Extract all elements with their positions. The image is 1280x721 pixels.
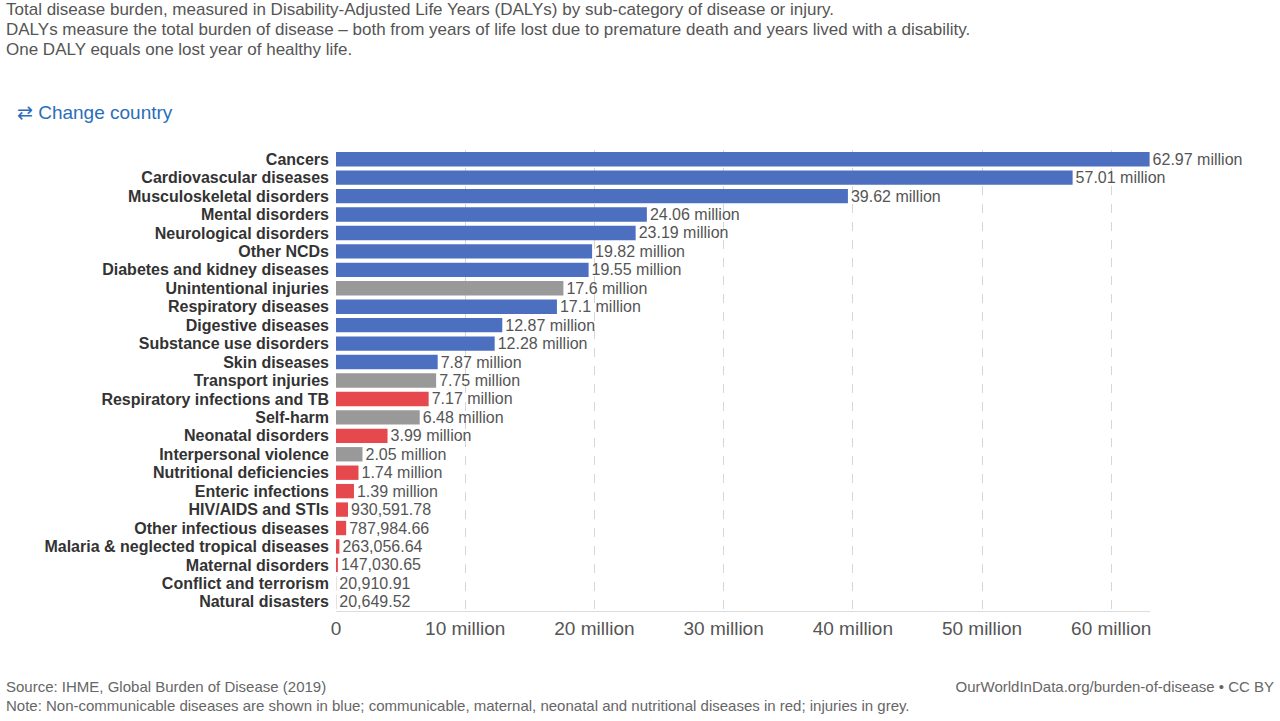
svg-text:Musculoskeletal disorders: Musculoskeletal disorders [128, 188, 329, 205]
svg-text:19.55 million: 19.55 million [592, 261, 682, 278]
html-text:One DALY equals one lost year: One DALY equals one lost year of healthy… [6, 40, 353, 59]
svg-text:30 million: 30 million [683, 618, 763, 639]
svg-text:HIV/AIDS and STIs: HIV/AIDS and STIs [189, 501, 330, 518]
svg-text:Maternal disorders: Maternal disorders [186, 557, 329, 574]
svg-text:10 million: 10 million [425, 618, 505, 639]
svg-text:Self-harm: Self-harm [255, 409, 329, 426]
svg-text:147,030.65: 147,030.65 [341, 556, 421, 573]
svg-text:24.06 million: 24.06 million [650, 206, 740, 223]
svg-text:50 million: 50 million [942, 618, 1022, 639]
svg-text:0: 0 [331, 618, 342, 639]
svg-text:263,056.64: 263,056.64 [342, 538, 422, 555]
svg-text:Nutritional deficiencies: Nutritional deficiencies [153, 464, 329, 481]
svg-text:17.6 million: 17.6 million [566, 280, 647, 297]
svg-text:Substance use disorders: Substance use disorders [139, 335, 329, 352]
svg-text:Unintentional injuries: Unintentional injuries [165, 280, 329, 297]
svg-text:Neurological disorders: Neurological disorders [155, 225, 329, 242]
svg-text:12.87 million: 12.87 million [505, 317, 595, 334]
svg-text:Natural disasters: Natural disasters [199, 593, 329, 610]
svg-text:7.17 million: 7.17 million [432, 390, 513, 407]
html-text:OurWorldInData.org/burden-of-d: OurWorldInData.org/burden-of-disease • C… [955, 678, 1274, 695]
html-text:DALYs measure the total burden: DALYs measure the total burden of diseas… [6, 20, 971, 39]
svg-text:7.75 million: 7.75 million [439, 372, 520, 389]
svg-text:12.28 million: 12.28 million [498, 335, 588, 352]
svg-text:Interpersonal violence: Interpersonal violence [159, 446, 329, 463]
svg-text:Other infectious diseases: Other infectious diseases [134, 520, 329, 537]
svg-text:62.97 million: 62.97 million [1153, 151, 1243, 168]
svg-text:6.48 million: 6.48 million [423, 409, 504, 426]
svg-text:Other NCDs: Other NCDs [238, 243, 329, 260]
html-text:Note: Non-communicable disease: Note: Non-communicable diseases are show… [6, 697, 910, 714]
svg-text:20 million: 20 million [554, 618, 634, 639]
svg-text:60 million: 60 million [1071, 618, 1151, 639]
html-text:Source: IHME, Global Burden of: Source: IHME, Global Burden of Disease (… [6, 678, 327, 695]
html-text:⇄ Change country: ⇄ Change country [17, 102, 173, 123]
svg-text:1.74 million: 1.74 million [361, 464, 442, 481]
svg-text:57.01 million: 57.01 million [1076, 169, 1166, 186]
svg-text:20,910.91: 20,910.91 [339, 575, 410, 592]
svg-text:Cardiovascular diseases: Cardiovascular diseases [141, 169, 329, 186]
svg-text:930,591.78: 930,591.78 [351, 501, 431, 518]
svg-text:1.39 million: 1.39 million [357, 483, 438, 500]
svg-text:Respiratory diseases: Respiratory diseases [168, 298, 329, 315]
html-text:Total disease burden, measured: Total disease burden, measured in Disabi… [6, 0, 835, 19]
svg-text:2.05 million: 2.05 million [365, 446, 446, 463]
svg-text:Transport injuries: Transport injuries [194, 372, 329, 389]
svg-text:Mental disorders: Mental disorders [201, 206, 329, 223]
svg-text:Cancers: Cancers [266, 151, 329, 168]
svg-text:Conflict and terrorism: Conflict and terrorism [162, 575, 329, 592]
svg-text:Malaria & neglected tropical d: Malaria & neglected tropical diseases [44, 538, 329, 555]
svg-text:787,984.66: 787,984.66 [349, 520, 429, 537]
svg-text:Respiratory infections and TB: Respiratory infections and TB [101, 391, 329, 408]
svg-text:Diabetes and kidney diseases: Diabetes and kidney diseases [102, 261, 329, 278]
svg-text:19.82 million: 19.82 million [595, 243, 685, 260]
svg-text:Digestive diseases: Digestive diseases [186, 317, 329, 334]
svg-text:7.87 million: 7.87 million [441, 354, 522, 371]
svg-text:17.1 million: 17.1 million [560, 298, 641, 315]
svg-text:Neonatal disorders: Neonatal disorders [184, 427, 329, 444]
svg-text:3.99 million: 3.99 million [391, 427, 472, 444]
svg-text:20,649.52: 20,649.52 [339, 593, 410, 610]
svg-text:40 million: 40 million [813, 618, 893, 639]
svg-text:23.19 million: 23.19 million [639, 224, 729, 241]
svg-text:Enteric infections: Enteric infections [195, 483, 329, 500]
svg-text:Skin diseases: Skin diseases [223, 354, 329, 371]
svg-text:39.62 million: 39.62 million [851, 188, 941, 205]
